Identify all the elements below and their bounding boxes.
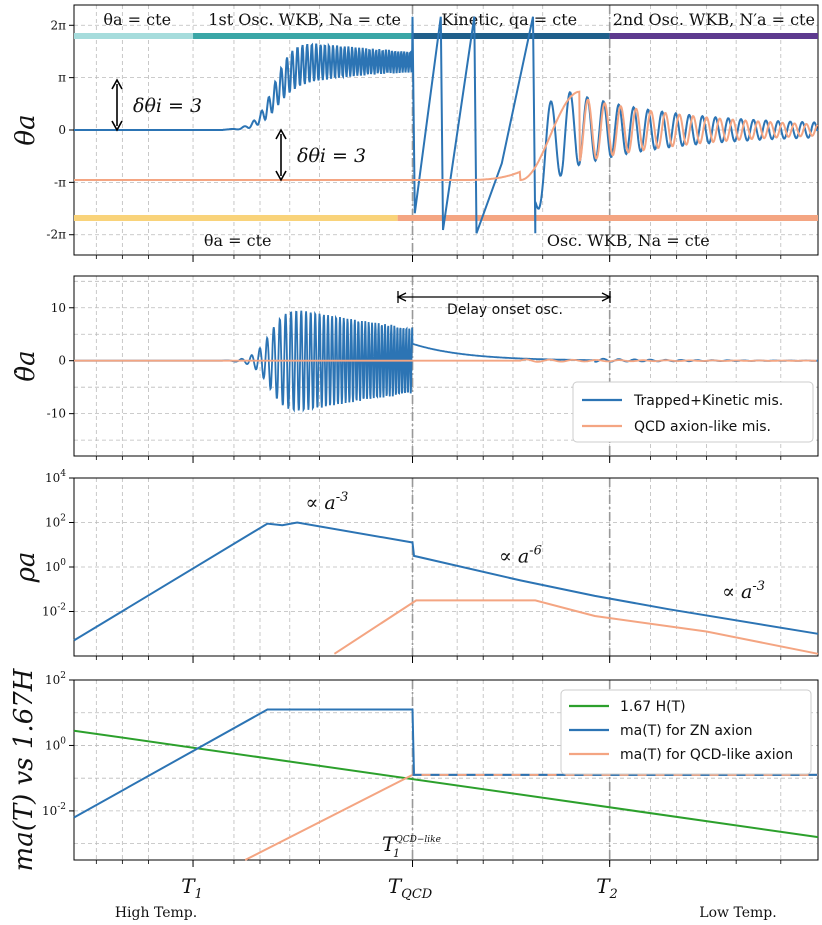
x-tick-t1: T1: [181, 874, 203, 902]
scaling-annotation: ∝ a-3: [722, 579, 765, 603]
scaling-annotation: ∝ a-3: [306, 490, 349, 514]
series-qcd-thetadot: [74, 358, 817, 363]
panel-rho: 104 102 100 10-2 ρa ∝ a-3 ∝ a-6 ∝ a-3: [11, 469, 819, 663]
theta-y-tick-label: -π: [54, 175, 66, 189]
phase-label-bottom: θa = cte: [204, 231, 272, 250]
thetadot-y-tick-label: 10: [51, 301, 66, 315]
scaling-annotation: ∝ a-6: [499, 544, 542, 568]
rho-y-label: ρa: [11, 552, 41, 584]
panel-theta: 2π π 0 -π -2π θa θa = cte 1st Osc. WKB, Na = ct…: [11, 4, 819, 262]
delta-theta-label: δθi = 3: [133, 95, 202, 117]
legend-label: ma(T) for ZN axion: [620, 723, 753, 739]
theta-y-tick-label: 2π: [50, 18, 66, 32]
phase-label-top: 1st Osc. WKB, Na = cte: [208, 10, 401, 29]
theta-y-tick-label: -2π: [46, 228, 66, 242]
phase-bar-bottom: [397, 215, 818, 221]
x-note-high-temp: High Temp.: [115, 905, 197, 921]
phase-bar-bottom: [74, 215, 398, 221]
delay-onset-label: Delay onset osc.: [447, 302, 563, 318]
x-axis-labels: T1 TQCD T2 High Temp. Low Temp.: [115, 874, 777, 921]
phase-label-top: θa = cte: [103, 10, 171, 29]
phase-bar-top: [193, 33, 413, 39]
mass-y-tick-label: 102: [45, 671, 66, 687]
panel-thetadot: 10 0 -10 θ̇a Delay onset osc. Trapped+Kinetic…: [11, 275, 819, 463]
phase-bar-top: [412, 33, 610, 39]
x-tick-tqcd: TQCD: [388, 874, 433, 902]
legend-label: Trapped+Kinetic mis.: [633, 393, 783, 409]
series-qcd-rho: [333, 599, 819, 655]
thetadot-y-label: θ̇a: [11, 350, 41, 381]
panel-frame: [73, 275, 819, 457]
rho-y-tick-label: 102: [45, 514, 66, 530]
x-note-low-temp: Low Temp.: [699, 905, 776, 921]
phase-label-top: 2nd Osc. WKB, N′a = cte: [613, 10, 815, 29]
thetadot-y-tick-label: -10: [47, 407, 66, 421]
legend-box: [560, 689, 812, 775]
qcd-like-t1-annotation: TQCD−like 1: [382, 832, 441, 860]
delta-arrow-head: [111, 78, 123, 90]
legend-label: 1.67 H(T): [620, 699, 686, 715]
rho-y-tick-label: 100: [45, 558, 66, 574]
legend-mass: 1.67 H(T) ma(T) for ZN axion ma(T) for QCD…: [560, 689, 812, 775]
mass-y-tick-label: 100: [45, 736, 66, 752]
mass-y-label: ma(T) vs 1.67H: [9, 667, 39, 871]
mass-y-tick-label: 10-2: [42, 802, 66, 818]
x-tick-t2: T2: [596, 874, 618, 902]
theta-y-tick-label: 0: [58, 123, 66, 137]
series-qcd-theta: [74, 90, 819, 181]
legend-thetadot: Trapped+Kinetic mis. QCD axion-like mis.: [572, 381, 814, 443]
panel-frame: [73, 679, 819, 861]
phase-bar-top: [609, 33, 818, 39]
legend-label: QCD axion-like mis.: [634, 419, 771, 435]
phase-label-bottom: Osc. WKB, Na = cte: [547, 231, 710, 250]
legend-label: ma(T) for QCD-like axion: [620, 747, 793, 763]
thetadot-y-tick-label: 0: [58, 354, 66, 368]
panel-mass: 102 100 10-2ma(T) vs 1.67H TQCD−like 1 1.67 H…: [9, 667, 819, 871]
delta-arrow-head: [111, 120, 123, 132]
series-qcd-mass: [244, 773, 818, 861]
theta-y-tick-label: π: [58, 71, 66, 85]
series-trapped-theta: [74, 16, 819, 234]
rho-y-tick-label: 10-2: [42, 603, 66, 619]
legend-box: [572, 381, 814, 443]
delta-arrow-head: [275, 170, 287, 182]
delta-theta-label: δθi = 3: [297, 145, 366, 167]
series-trapped-rho: [73, 521, 819, 642]
delta-arrow-head: [275, 128, 287, 140]
rho-y-tick-label: 104: [45, 469, 66, 485]
phase-label-top: Kinetic, qa = cte: [441, 10, 577, 29]
theta-y-label: θa: [11, 114, 41, 145]
phase-bar-top: [74, 33, 194, 39]
